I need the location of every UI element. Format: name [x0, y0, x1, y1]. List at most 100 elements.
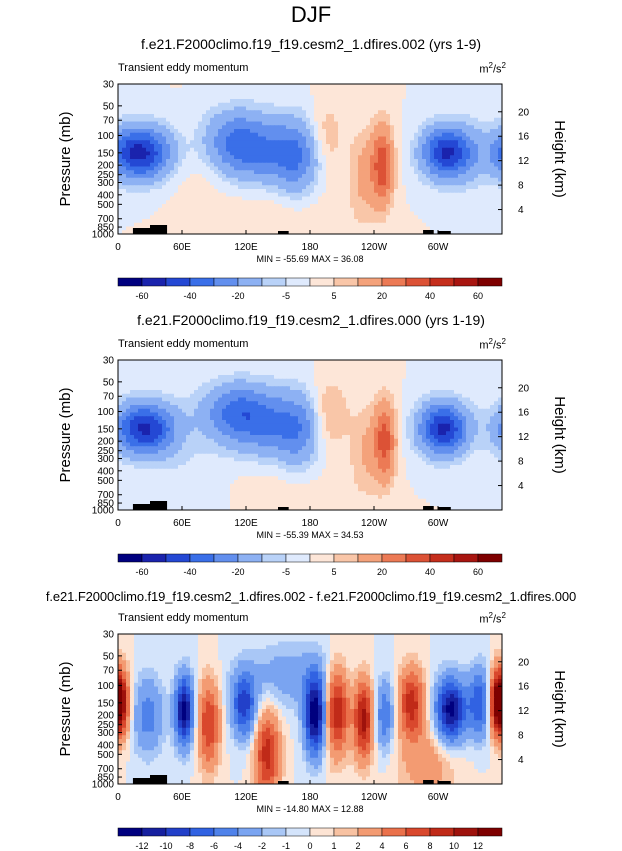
field-cell — [282, 226, 287, 231]
field-cell — [194, 360, 199, 365]
field-cell — [250, 140, 255, 145]
field-cell — [454, 166, 459, 171]
field-cell — [290, 390, 295, 395]
field-cell — [270, 110, 275, 115]
field-cell — [330, 215, 335, 220]
field-cell — [190, 91, 195, 96]
field-cell — [186, 200, 191, 205]
field-cell — [398, 162, 403, 168]
field-cell — [314, 114, 319, 119]
field-cell — [482, 174, 487, 179]
field-cell — [242, 192, 247, 198]
field-cell — [242, 363, 247, 369]
field-cell — [334, 155, 339, 160]
field-cell — [298, 91, 303, 96]
field-cell — [430, 219, 435, 224]
field-cell — [366, 192, 371, 198]
field-cell — [446, 102, 451, 108]
field-cell — [190, 125, 195, 130]
field-cell — [338, 106, 343, 111]
field-cell — [378, 91, 383, 96]
field-cell — [402, 136, 407, 141]
field-cell — [478, 204, 483, 209]
field-cell — [242, 230, 247, 234]
field-cell — [294, 397, 299, 402]
field-cell — [490, 166, 495, 171]
field-cell — [286, 174, 291, 179]
field-cell — [478, 151, 483, 156]
field-cell — [282, 196, 287, 201]
field-cell — [226, 102, 231, 108]
field-cell — [450, 386, 455, 391]
field-cell — [242, 95, 247, 100]
field-cell — [306, 181, 311, 186]
field-cell — [194, 84, 199, 89]
field-cell — [262, 136, 267, 141]
field-cell — [450, 382, 455, 387]
field-cell — [282, 177, 287, 183]
field-cell — [338, 166, 343, 171]
field-cell — [366, 204, 371, 209]
field-cell — [154, 117, 159, 123]
field-cell — [358, 393, 363, 399]
field-cell — [190, 174, 195, 179]
field-cell — [450, 99, 455, 104]
field-cell — [290, 155, 295, 160]
field-cell — [370, 114, 375, 119]
field-cell — [498, 91, 502, 96]
field-cell — [494, 155, 499, 160]
field-cell — [186, 390, 191, 395]
field-cell — [438, 192, 443, 198]
field-cell — [406, 375, 411, 380]
field-cell — [330, 371, 335, 376]
field-cell — [182, 360, 187, 365]
field-cell — [178, 222, 183, 228]
field-cell — [142, 151, 147, 156]
field-cell — [326, 230, 331, 234]
field-cell — [166, 219, 171, 224]
field-cell — [366, 99, 371, 104]
field-cell — [302, 151, 307, 156]
field-cell — [366, 170, 371, 175]
field-cell — [274, 397, 279, 402]
field-cell — [394, 162, 399, 168]
field-cell — [498, 144, 502, 149]
field-cell — [338, 222, 343, 228]
field-cell — [494, 192, 499, 198]
field-cell — [350, 360, 355, 365]
field-cell — [450, 189, 455, 194]
field-cell — [454, 106, 459, 111]
field-cell — [226, 215, 231, 220]
field-cell — [190, 147, 195, 153]
field-cell — [138, 136, 143, 141]
field-cell — [478, 132, 483, 138]
field-cell — [174, 114, 179, 119]
field-cell — [258, 219, 263, 224]
field-cell — [222, 132, 227, 138]
field-cell — [314, 181, 319, 186]
field-cell — [198, 91, 203, 96]
field-cell — [302, 155, 307, 160]
field-cell — [262, 91, 267, 96]
field-cell — [422, 375, 427, 380]
field-cell — [270, 215, 275, 220]
field-cell — [446, 226, 451, 231]
field-cell — [298, 367, 303, 372]
field-cell — [118, 114, 123, 119]
field-cell — [246, 185, 251, 190]
field-cell — [394, 222, 399, 228]
field-cell — [194, 95, 199, 100]
field-cell — [498, 102, 502, 108]
field-cell — [330, 84, 335, 89]
field-cell — [410, 371, 415, 376]
field-cell — [270, 106, 275, 111]
field-cell — [238, 393, 243, 399]
field-cell — [330, 230, 335, 234]
field-cell — [494, 102, 499, 108]
field-cell — [470, 200, 475, 205]
field-cell — [126, 196, 131, 201]
field-cell — [158, 375, 163, 380]
field-cell — [362, 192, 367, 198]
field-cell — [146, 159, 151, 164]
field-cell — [314, 185, 319, 190]
